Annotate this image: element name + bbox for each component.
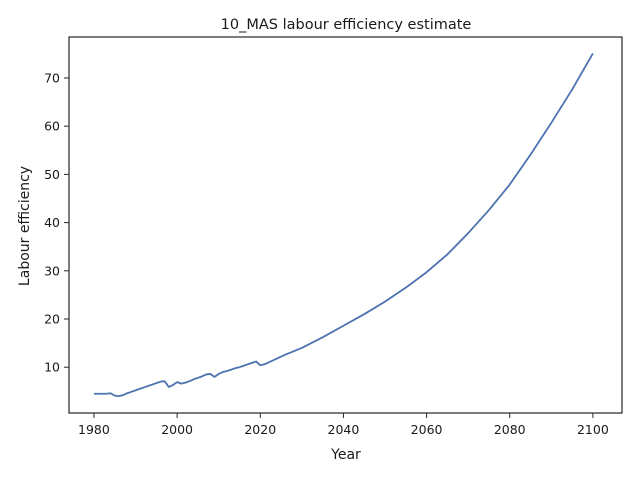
- y-tick-label: 50: [44, 167, 60, 182]
- y-tick-label: 70: [44, 70, 60, 85]
- y-tick-label: 10: [44, 360, 60, 375]
- x-tick-label: 2080: [494, 422, 526, 437]
- y-axis-label: Labour efficiency: [17, 166, 33, 286]
- series-line: [93, 52, 594, 398]
- x-axis-label: Year: [330, 447, 361, 463]
- plot-frame: [68, 36, 623, 414]
- x-tick-label: 2060: [411, 422, 443, 437]
- y-tick-label: 20: [44, 312, 60, 327]
- y-tick-label: 30: [44, 263, 60, 278]
- x-tick-label: 2000: [161, 422, 193, 437]
- x-axis-ticks: 1980 2000 2020 2040 2060 2080 2100: [78, 413, 609, 437]
- x-tick-label: 2040: [328, 422, 360, 437]
- y-tick-label: 40: [44, 215, 60, 230]
- y-axis-ticks: 10 20 30 40 50 60 70: [44, 70, 69, 375]
- x-tick-label: 1980: [78, 422, 110, 437]
- x-tick-label: 2100: [577, 422, 609, 437]
- y-tick-label: 60: [44, 119, 60, 134]
- x-tick-label: 2020: [244, 422, 276, 437]
- chart-title: 10_MAS labour efficiency estimate: [221, 17, 472, 33]
